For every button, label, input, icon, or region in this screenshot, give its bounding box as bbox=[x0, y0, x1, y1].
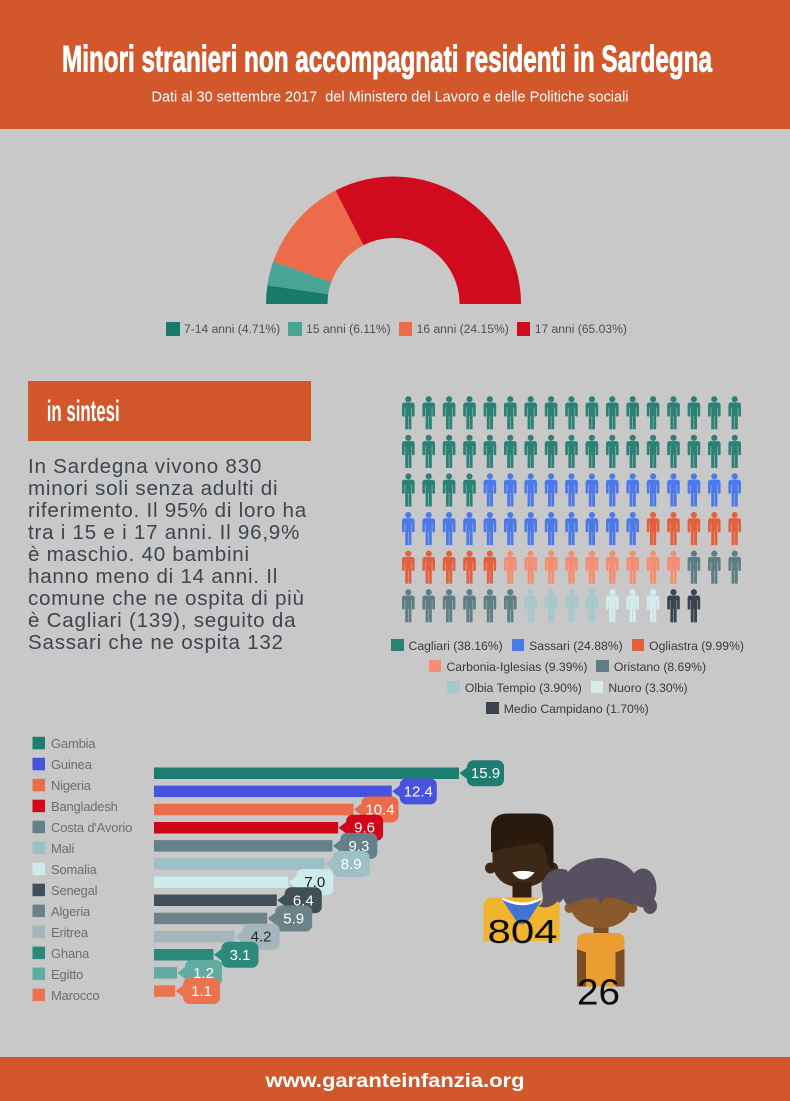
svg-text:1.2: 1.2 bbox=[193, 965, 214, 982]
svg-text:Dati al 30 settembre 2017 del: Dati al 30 settembre 2017 del Ministero … bbox=[152, 89, 629, 106]
svg-text:804: 804 bbox=[488, 913, 558, 950]
svg-text:15.9: 15.9 bbox=[471, 765, 500, 782]
svg-text:Ghana: Ghana bbox=[51, 946, 90, 961]
svg-text:Egitto: Egitto bbox=[51, 967, 83, 982]
svg-text:Minori stranieri non accompagn: Minori stranieri non accompagnati reside… bbox=[62, 39, 712, 80]
svg-text:Costa d'Avorio: Costa d'Avorio bbox=[51, 820, 132, 835]
svg-text:Mali: Mali bbox=[51, 841, 74, 856]
svg-text:8.9: 8.9 bbox=[341, 856, 362, 873]
svg-text:Bangladesh: Bangladesh bbox=[51, 799, 118, 814]
svg-text:10.4: 10.4 bbox=[365, 802, 394, 819]
svg-text:Senegal: Senegal bbox=[51, 883, 98, 898]
svg-text:5.9: 5.9 bbox=[283, 911, 304, 928]
svg-text:9.3: 9.3 bbox=[348, 838, 369, 855]
svg-text:Marocco: Marocco bbox=[51, 988, 99, 1003]
svg-text:Gambia: Gambia bbox=[51, 736, 96, 751]
svg-text:6.4: 6.4 bbox=[293, 892, 314, 909]
svg-text:26: 26 bbox=[577, 972, 620, 1013]
svg-text:Nigeria: Nigeria bbox=[51, 778, 92, 793]
svg-text:in sintesi: in sintesi bbox=[47, 395, 120, 428]
svg-text:7.0: 7.0 bbox=[304, 874, 325, 891]
svg-text:3.1: 3.1 bbox=[230, 947, 251, 964]
svg-text:Algeria: Algeria bbox=[51, 904, 91, 919]
svg-text:Eritrea: Eritrea bbox=[51, 925, 89, 940]
svg-text:9.6: 9.6 bbox=[354, 820, 375, 837]
svg-text:Somalia: Somalia bbox=[51, 862, 98, 877]
svg-text:4.2: 4.2 bbox=[251, 929, 272, 946]
svg-text:www.garanteinfanzia.org: www.garanteinfanzia.org bbox=[264, 1071, 524, 1092]
svg-text:1.1: 1.1 bbox=[191, 983, 212, 1000]
svg-text:12.4: 12.4 bbox=[404, 783, 433, 800]
svg-text:Guinea: Guinea bbox=[51, 757, 93, 772]
